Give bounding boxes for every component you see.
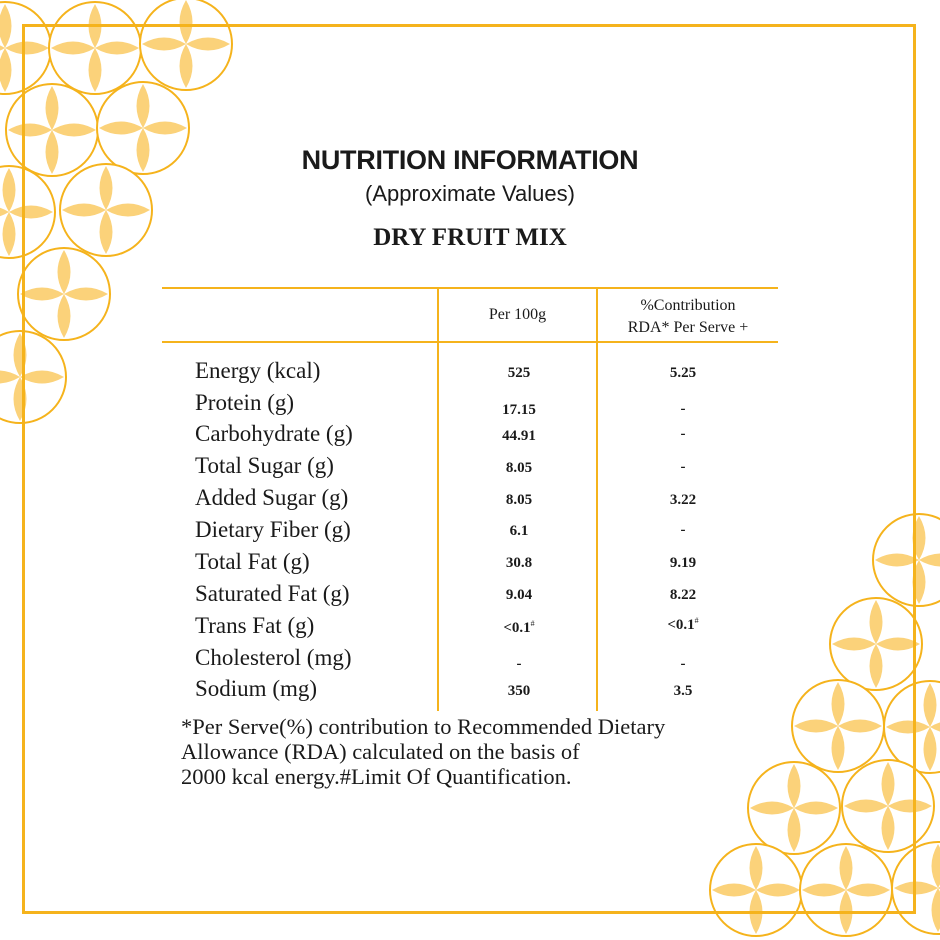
nutrient-label: Sodium (mg) [195,676,318,701]
rda-value: - [680,401,686,417]
per-100g-value: 44.91 [502,428,536,444]
per-100g-value: <0.1# [459,619,579,637]
label-border [22,24,916,914]
nutrient-label: Trans Fat (g) [195,613,315,638]
nutrient-label: Energy (kcal) [195,358,321,383]
per-100g-value: 8.05 [505,460,533,476]
footnote: *Per Serve(%) contribution to Recommende… [181,714,821,789]
rda-value: 3.5 [673,683,693,699]
column-header-per-100g: Per 100g [488,306,547,323]
per-100g-value: 525 [507,365,531,381]
footnote-line-3: 2000 kcal energy.#Limit Of Quantificatio… [181,764,572,789]
rda-value: 9.19 [669,555,697,571]
loq-mark: # [694,616,699,625]
table-divider-2 [596,287,598,711]
per-100g-value: 30.8 [505,555,533,571]
nutrient-label: Saturated Fat (g) [195,581,350,606]
rda-value: - [680,656,686,672]
value-text: <0.1 [667,617,695,633]
rda-value: 3.22 [669,492,697,508]
per-100g-value: 6.1 [509,523,529,539]
per-100g-value: 350 [507,683,531,699]
page-title: NUTRITION INFORMATION [301,145,639,175]
footnote-line-2: Allowance (RDA) calculated on the basis … [181,739,580,764]
value-text: <0.1 [503,620,531,636]
table-header-rule [162,341,778,343]
page-subtitle: (Approximate Values) [365,181,575,206]
rda-value: - [680,426,686,442]
rda-value: - [680,522,686,538]
nutrient-label: Dietary Fiber (g) [195,517,351,542]
per-100g-value: - [516,656,522,672]
nutrient-label: Total Sugar (g) [195,453,334,478]
per-100g-value: 9.04 [505,587,533,603]
rda-value: <0.1# [623,616,743,634]
nutrient-label: Added Sugar (g) [195,485,349,510]
nutrient-label: Total Fat (g) [195,549,310,574]
nutrient-label: Carbohydrate (g) [195,421,353,446]
per-100g-value: 8.05 [505,492,533,508]
per-100g-value: 17.15 [502,402,536,418]
column-header-rda: RDA* Per Serve + [627,319,749,336]
rda-value: 5.25 [669,365,697,381]
rda-value: 8.22 [669,587,697,603]
footnote-line-1: *Per Serve(%) contribution to Recommende… [181,714,666,739]
rda-value: - [680,459,686,475]
nutrient-label: Cholesterol (mg) [195,645,352,670]
loq-mark: # [530,619,535,628]
table-divider-1 [437,287,439,711]
table-top-rule [162,287,778,289]
nutrient-label: Protein (g) [195,390,295,415]
column-header-contribution: %Contribution [640,297,736,314]
product-name: DRY FRUIT MIX [373,224,567,251]
